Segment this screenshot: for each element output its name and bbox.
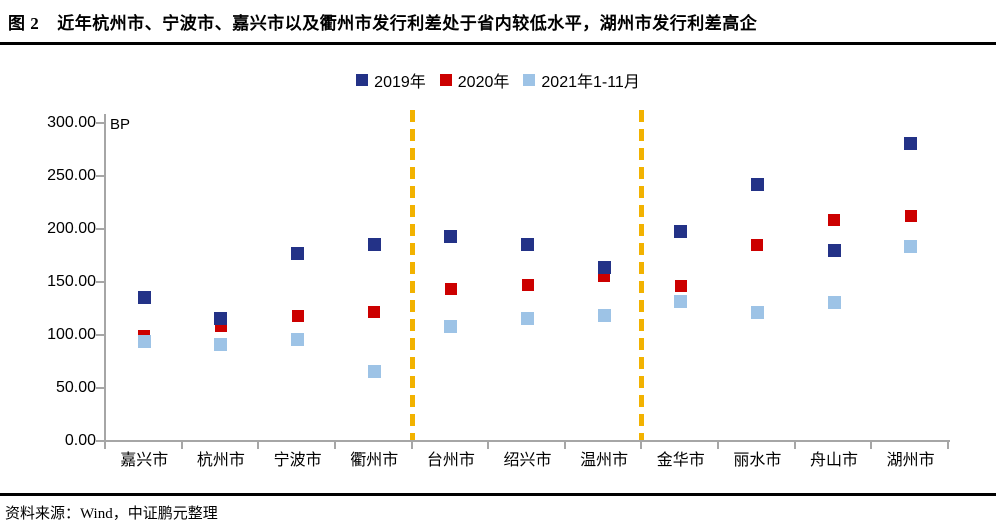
- scatter-chart: 0.00 50.00 100.00 150.00 200.00 250.00 300.00 B…: [0, 100, 996, 475]
- legend-label: 2019年: [374, 73, 426, 91]
- x-axis-category-label: 湖州市: [886, 452, 935, 469]
- y-axis-tick: [96, 440, 104, 442]
- y-axis: [104, 114, 106, 442]
- figure-title: 图 2 近年杭州市、宁波市、嘉兴市以及衢州市发行利差处于省内较低水平，湖州市发行利…: [8, 14, 757, 33]
- x-axis-category-label: 宁波市: [273, 452, 322, 469]
- data-point-marker: [214, 338, 228, 352]
- x-axis-tick: [640, 442, 643, 449]
- x-axis-tick: [104, 442, 106, 449]
- figure-label: 图 2: [8, 14, 40, 33]
- footer-divider: [0, 493, 996, 496]
- figure-title-text: 近年杭州市、宁波市、嘉兴市以及衢州市发行利差处于省内较低水平，湖州市发行利差高企: [57, 14, 758, 33]
- x-axis-category-label: 衢州市: [350, 452, 399, 469]
- data-point-marker: [444, 283, 457, 296]
- data-point-marker: [521, 238, 534, 252]
- data-point-marker: [904, 136, 918, 150]
- figure-header: 图 2 近年杭州市、宁波市、嘉兴市以及衢州市发行利差处于省内较低水平，湖州市发行利…: [0, 0, 996, 45]
- data-point-marker: [521, 311, 534, 325]
- legend-item: 2021年1-11月: [523, 68, 640, 92]
- x-axis-tick: [333, 442, 336, 449]
- x-axis-category-label: 嘉兴市: [120, 452, 169, 469]
- data-point-marker: [444, 229, 458, 243]
- y-axis-tick: [96, 175, 104, 177]
- y-axis-unit-label: BP: [110, 116, 131, 133]
- source-note: 资料来源：Wind，中证鹏元整理: [5, 506, 218, 522]
- data-point-marker: [291, 246, 305, 260]
- y-axis-tick: [96, 228, 104, 230]
- data-point-marker: [827, 295, 841, 309]
- x-axis-category-label: 杭州市: [196, 452, 245, 469]
- data-point-marker: [137, 334, 151, 348]
- y-axis-tick-label: 0.00: [64, 432, 96, 449]
- data-point-marker: [904, 239, 918, 253]
- legend-swatch-icon: [356, 73, 369, 86]
- y-axis-tick-label: 100.00: [47, 326, 96, 343]
- x-axis-category-label: 绍兴市: [503, 452, 552, 469]
- chart-legend: 2019年 2020年 2021年1-11月: [0, 45, 996, 100]
- data-point-marker: [444, 320, 458, 334]
- data-point-marker: [367, 238, 381, 252]
- y-axis-tick: [96, 334, 104, 336]
- legend-label: 2020年: [457, 73, 510, 91]
- data-point-marker: [751, 238, 764, 251]
- y-axis-tick: [96, 387, 104, 389]
- data-point-marker: [214, 311, 228, 325]
- x-axis-category-label: 温州市: [580, 452, 629, 469]
- data-point-marker: [291, 332, 305, 346]
- data-point-marker: [368, 305, 381, 318]
- x-axis-tick: [870, 442, 873, 449]
- x-axis-tick: [793, 442, 796, 449]
- data-point-marker: [674, 294, 688, 308]
- data-point-marker: [367, 364, 381, 378]
- data-point-marker: [750, 306, 764, 320]
- legend-item: 2020年: [439, 68, 510, 92]
- y-axis-tick: [96, 281, 104, 283]
- y-axis-tick-label: 50.00: [55, 379, 96, 396]
- data-point-marker: [597, 309, 611, 323]
- y-axis-tick-label: 300.00: [47, 114, 96, 131]
- data-point-marker: [674, 224, 688, 238]
- y-axis-tick-label: 250.00: [47, 167, 96, 184]
- data-point-marker: [827, 243, 841, 257]
- x-axis-category-label: 台州市: [426, 452, 475, 469]
- data-point-marker: [291, 309, 304, 322]
- group-separator-line: [409, 110, 415, 440]
- legend-label: 2021年1-11月: [541, 73, 640, 91]
- x-axis-tick: [717, 442, 720, 449]
- data-point-marker: [750, 178, 764, 192]
- y-axis-tick: [96, 122, 104, 124]
- x-axis-tick: [257, 442, 260, 449]
- x-axis-category-label: 金华市: [656, 452, 705, 469]
- legend-swatch-icon: [523, 73, 536, 86]
- x-axis-category-label: 丽水市: [733, 452, 782, 469]
- group-separator-line: [639, 110, 645, 440]
- y-axis-tick-label: 150.00: [47, 273, 96, 290]
- x-axis-category-label: 舟山市: [810, 452, 859, 469]
- legend-item: 2019年: [356, 68, 426, 92]
- x-axis: [104, 440, 950, 442]
- legend-swatch-icon: [439, 73, 452, 86]
- data-point-marker: [521, 279, 534, 292]
- data-point-marker: [137, 291, 151, 305]
- y-axis-tick-label: 200.00: [47, 220, 96, 237]
- x-axis-tick: [487, 442, 490, 449]
- x-axis-tick: [563, 442, 566, 449]
- x-axis-tick: [410, 442, 413, 449]
- x-axis-tick: [180, 442, 183, 449]
- data-point-marker: [597, 260, 611, 274]
- data-point-marker: [828, 213, 841, 226]
- data-point-marker: [674, 280, 687, 293]
- data-point-marker: [904, 210, 917, 223]
- x-axis-tick: [947, 442, 949, 449]
